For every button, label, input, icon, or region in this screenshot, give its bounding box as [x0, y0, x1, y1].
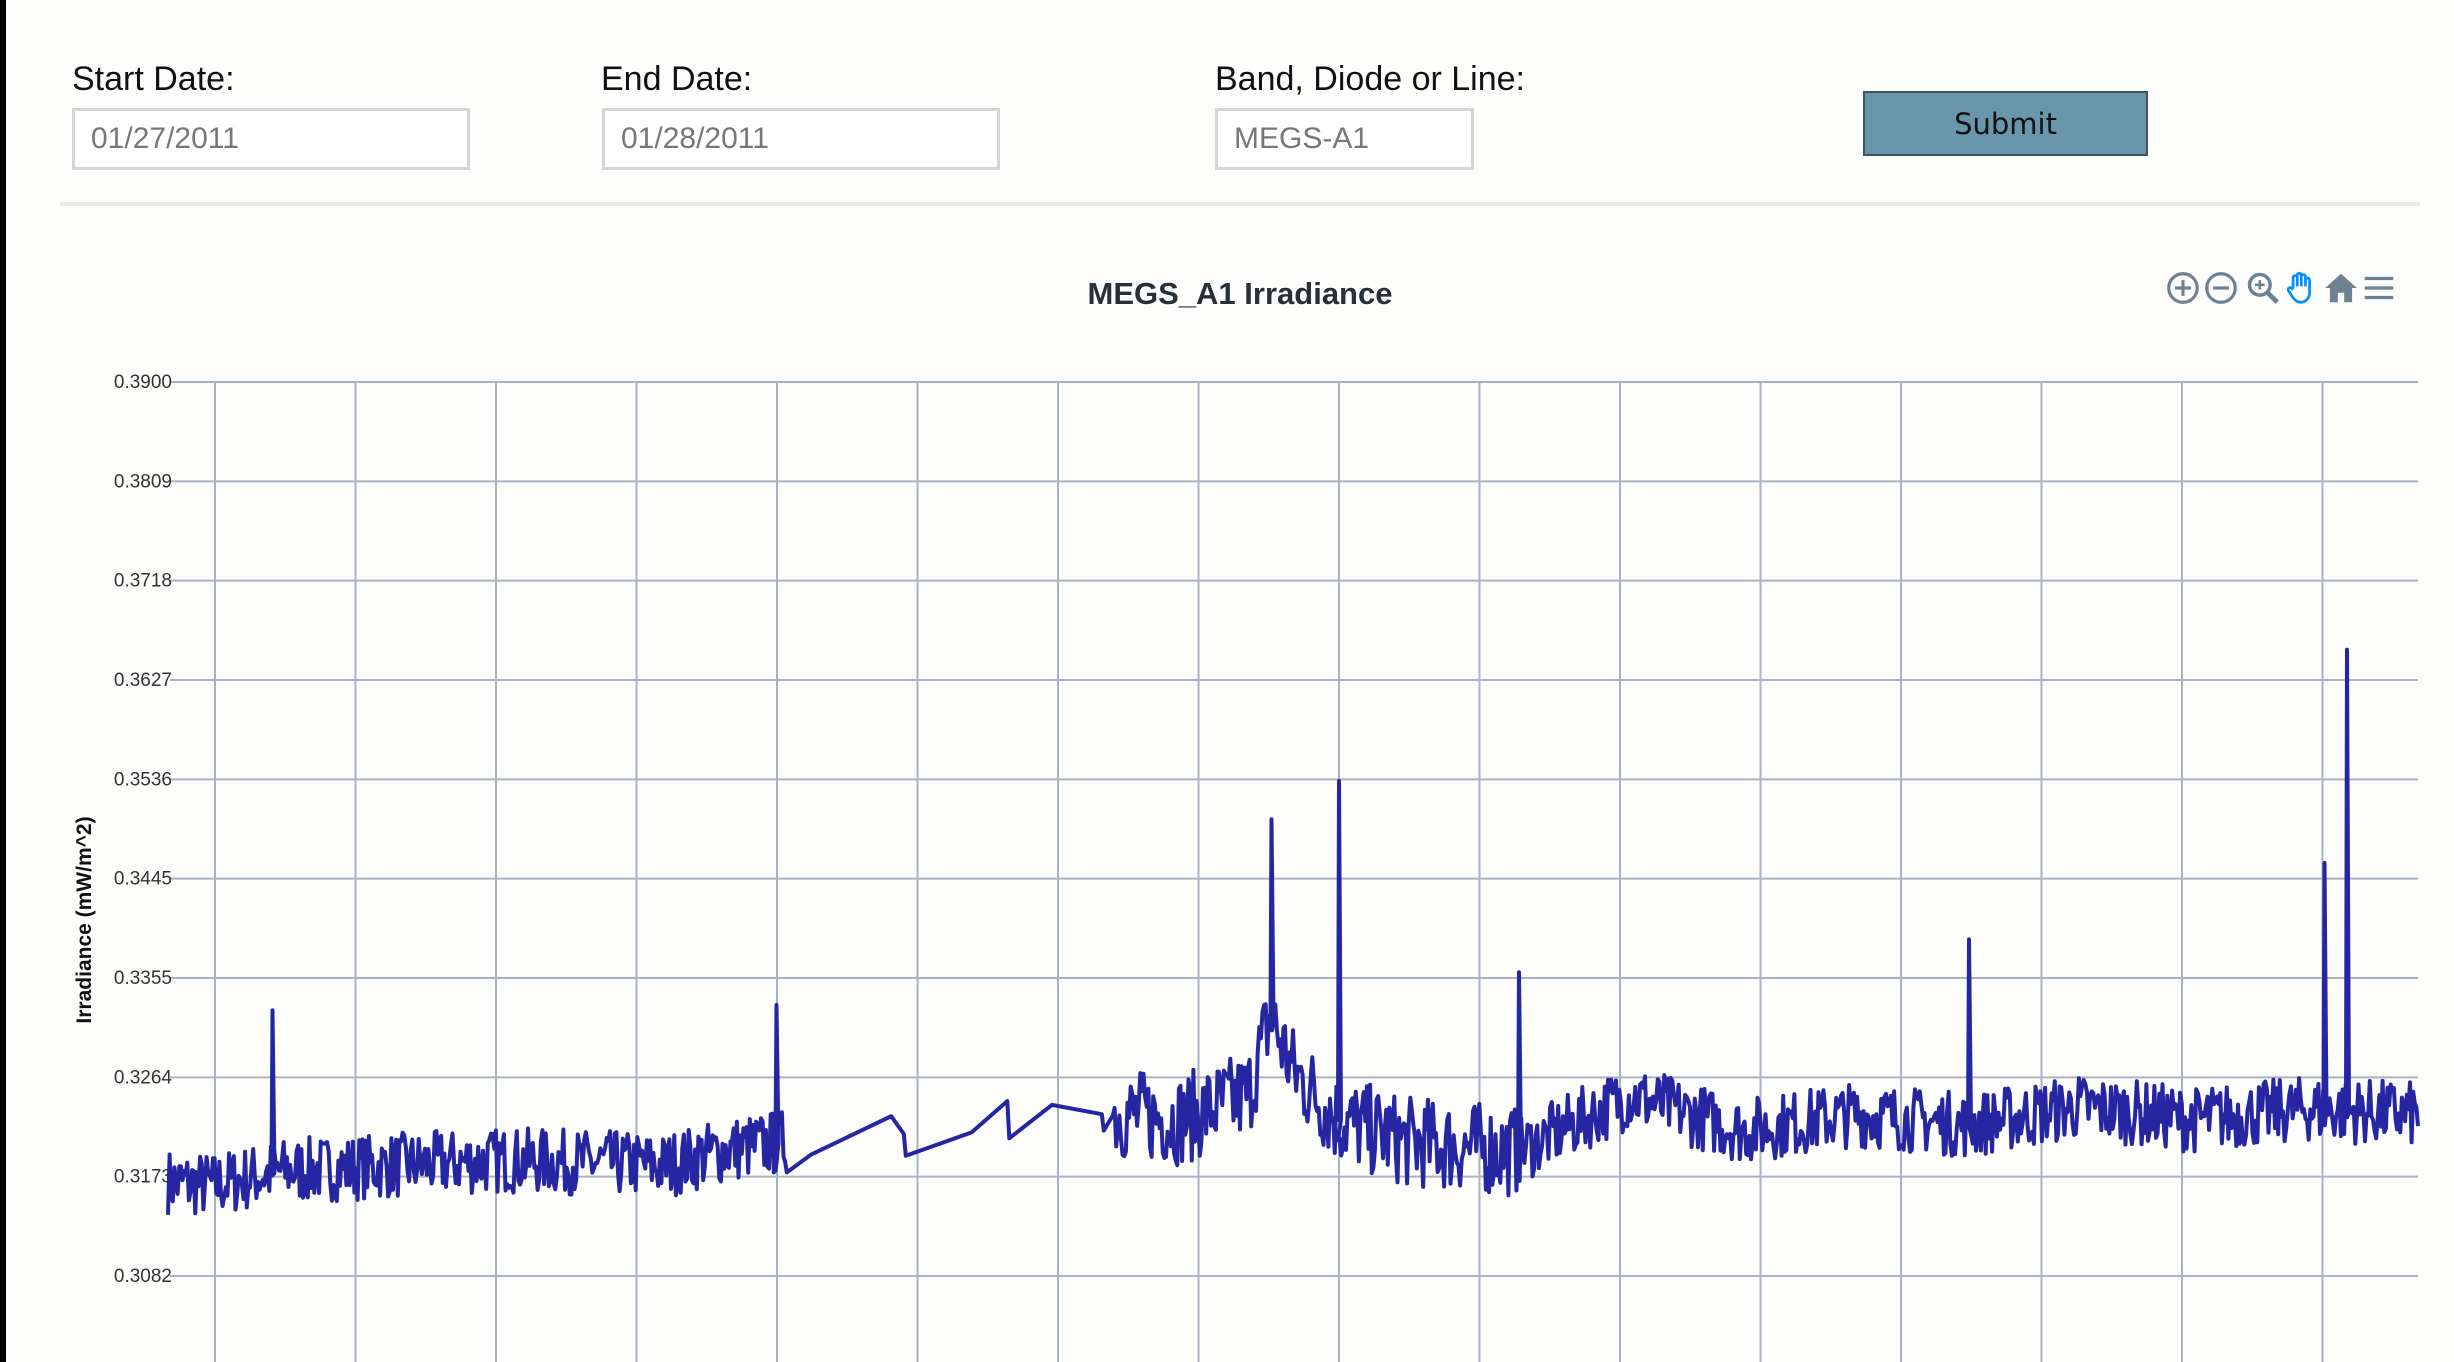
y-tick-label: 0.3809 [114, 471, 172, 492]
y-tick-label: 0.3355 [114, 968, 172, 989]
pan-icon[interactable] [2282, 268, 2320, 308]
home-icon[interactable] [2322, 268, 2360, 308]
chart-title: MEGS_A1 Irradiance [1087, 276, 1393, 311]
end-date-input[interactable] [602, 108, 1000, 170]
y-tick-label: 0.3173 [114, 1167, 172, 1188]
start-date-input[interactable] [72, 108, 470, 170]
submit-button[interactable]: Submit [1863, 91, 2148, 156]
menu-icon[interactable] [2360, 268, 2398, 308]
y-tick-label: 0.3718 [114, 571, 172, 592]
irradiance-line [166, 647, 2420, 1216]
y-axis-ticks: 0.3900 0.3809 0.3718 0.3627 0.3536 0.3445 0.33… [114, 372, 173, 1287]
band-label: Band, Diode or Line: [1215, 60, 1525, 98]
y-tick-label: 0.3536 [114, 769, 172, 790]
y-tick-label: 0.3264 [114, 1067, 173, 1088]
end-date-label: End Date: [601, 60, 753, 98]
chart-grid [170, 381, 2418, 1362]
y-tick-label: 0.3082 [114, 1266, 172, 1287]
form-divider [60, 202, 2420, 206]
irradiance-series [166, 647, 2420, 1216]
window-left-edge [0, 0, 6, 1362]
start-date-label: Start Date: [72, 60, 235, 98]
y-axis-label: Irradiance (mW/m^2) [73, 816, 96, 1023]
band-input[interactable] [1215, 108, 1474, 170]
y-tick-label: 0.3445 [114, 869, 172, 890]
zoom-selection-icon[interactable] [2244, 268, 2282, 308]
y-tick-label: 0.3627 [114, 670, 172, 691]
zoom-out-icon[interactable] [2202, 268, 2240, 308]
y-tick-label: 0.3900 [114, 372, 172, 393]
zoom-in-icon[interactable] [2164, 268, 2202, 308]
